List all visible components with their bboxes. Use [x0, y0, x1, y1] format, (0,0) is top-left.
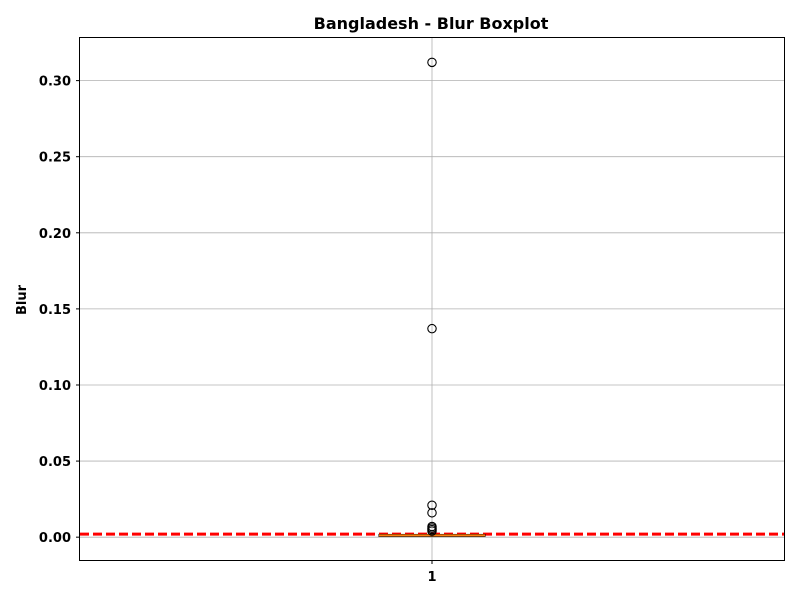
chart-title: Bangladesh - Blur Boxplot [314, 14, 549, 33]
outlier-points [427, 57, 437, 536]
y-tick-label: 0.10 [39, 379, 71, 394]
y-axis-label: Blur [15, 284, 30, 315]
y-tick-label: 0.00 [39, 531, 71, 546]
y-tick-labels: 0.00 0.05 0.10 0.15 0.20 0.25 0.30 [39, 75, 80, 546]
y-tick-label: 0.05 [39, 455, 71, 470]
outlier-point [427, 323, 437, 334]
y-tick-label: 0.30 [39, 75, 71, 90]
outlier-point [427, 500, 437, 510]
x-tick-label: 1 [427, 570, 436, 585]
outlier-point [427, 508, 437, 518]
outlier-point [427, 57, 437, 68]
y-tick-label: 0.15 [39, 303, 71, 318]
y-tick-label: 0.25 [39, 151, 71, 166]
y-tick-label: 0.20 [39, 227, 71, 242]
x-tick-labels: 1 [427, 560, 437, 585]
grid-lines [80, 38, 784, 560]
outlier-point [427, 526, 437, 536]
